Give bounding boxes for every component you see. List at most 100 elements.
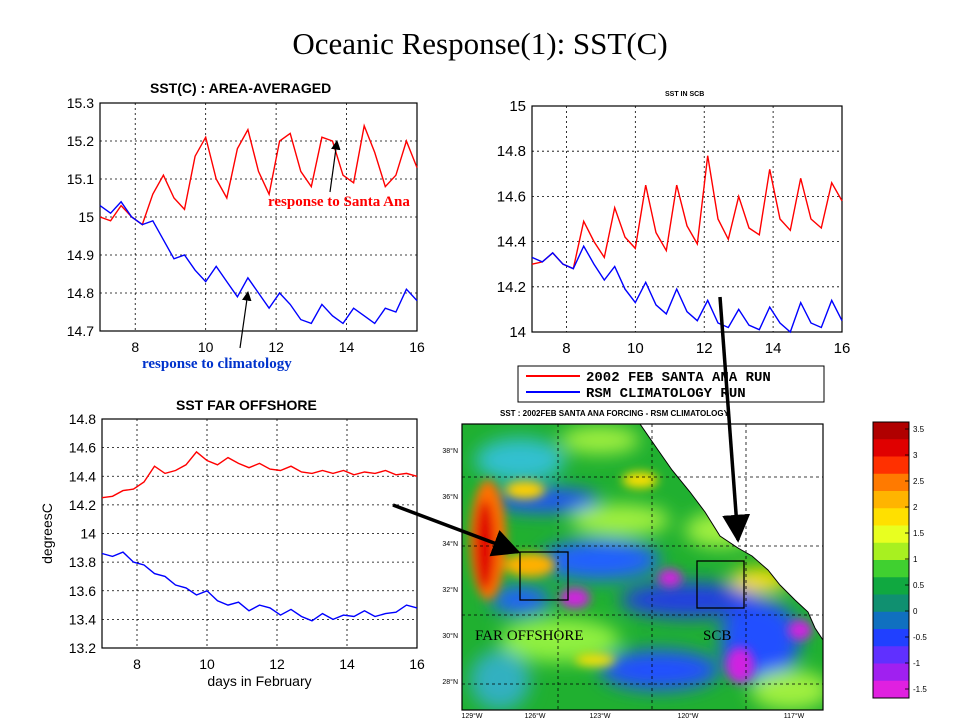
y-tick-label: 14.8 bbox=[67, 285, 94, 301]
x-tick-label: 8 bbox=[562, 340, 570, 357]
santa-ana-arrow bbox=[329, 140, 341, 193]
y-tick-label: 14.9 bbox=[67, 247, 94, 263]
x-tick-label: 10 bbox=[199, 656, 215, 672]
colorbar-label: 1 bbox=[913, 555, 918, 564]
sst-difference-map: SST : 2002FEB SANTA ANA FORCING - RSM CL… bbox=[442, 409, 824, 720]
x-tick-label: 12 bbox=[268, 339, 284, 355]
climatology-annotation: response to climatology bbox=[142, 356, 292, 372]
y-tick-label: 15 bbox=[78, 209, 94, 225]
legend-box bbox=[517, 365, 825, 403]
x-tick-label: 16 bbox=[834, 340, 851, 357]
colorbar-segment bbox=[873, 473, 909, 492]
map-lat-label: 30°N bbox=[442, 632, 458, 640]
y-axis-label: degreesC bbox=[39, 503, 55, 564]
colorbar-segment bbox=[873, 577, 909, 595]
x-tick-label: 12 bbox=[696, 340, 713, 357]
y-tick-label: 15.2 bbox=[67, 133, 94, 149]
climatology-arrow bbox=[239, 291, 252, 349]
y-tick-label: 13.6 bbox=[69, 583, 96, 599]
x-tick-label: 14 bbox=[765, 340, 782, 357]
x-tick-label: 8 bbox=[133, 656, 141, 672]
map-frame bbox=[461, 423, 824, 711]
y-tick-label: 13.8 bbox=[69, 554, 96, 570]
map-lon-label: 120°W bbox=[677, 712, 698, 720]
colorbar-segment bbox=[873, 439, 909, 457]
scb-box bbox=[696, 560, 745, 609]
map-lat-label: 32°N bbox=[442, 586, 458, 594]
colorbar-segment bbox=[873, 629, 909, 647]
chart-title: SST FAR OFFSHORE bbox=[176, 397, 317, 413]
far-offshore-chart: 8 10 12 14 16 13.2 13.4 13.6 13.8 14 14.2 14.4 14.6 1… bbox=[39, 397, 425, 689]
scb-chart: 8 10 12 14 16 14 14.2 14.4 14.6 14.8 15 SST IN SCB bbox=[497, 91, 851, 357]
chart-title: SST(C) : AREA-AVERAGED bbox=[150, 80, 331, 96]
map-title: SST : 2002FEB SANTA ANA FORCING - RSM CL… bbox=[500, 409, 730, 418]
y-tick-label: 13.2 bbox=[69, 640, 96, 656]
area-averaged-chart: 8 10 12 14 16 14.7 14.8 14.9 15 15.1 15.2 15.3 SST(C… bbox=[67, 80, 425, 355]
legend-label-santa-ana: 2002 FEB SANTA ANA RUN bbox=[586, 370, 771, 386]
colorbar-label: 3 bbox=[913, 451, 918, 460]
series-line-santa-ana bbox=[101, 450, 418, 499]
colorbar-label: 1.5 bbox=[913, 529, 925, 538]
legend: 2002 FEB SANTA ANA RUN RSM CLIMATOLOGY R… bbox=[517, 365, 825, 403]
y-tick-label: 14 bbox=[80, 526, 96, 542]
map-lat-label: 38°N bbox=[442, 447, 458, 455]
colorbar-label: 2 bbox=[913, 503, 918, 512]
colorbar-label: 3.5 bbox=[913, 425, 925, 434]
x-tick-label: 10 bbox=[627, 340, 644, 357]
colorbar-segment bbox=[873, 422, 909, 440]
map-lat-label: 28°N bbox=[442, 678, 458, 686]
y-tick-label: 14.4 bbox=[69, 468, 96, 484]
far-offshore-arrow bbox=[392, 503, 521, 557]
colorbar-segment bbox=[873, 560, 909, 578]
map-longitude-labels: 129°W 126°W 123°W 120°W 117°W bbox=[461, 712, 804, 720]
series-line-santa-ana bbox=[531, 155, 843, 270]
y-tick-label: 14 bbox=[509, 324, 526, 341]
far-offshore-label: FAR OFFSHORE bbox=[475, 628, 584, 644]
x-tick-label: 16 bbox=[409, 339, 425, 355]
x-tick-label: 12 bbox=[269, 656, 285, 672]
y-tick-label: 13.4 bbox=[69, 611, 96, 627]
colorbar-label: -1.5 bbox=[913, 685, 927, 694]
y-tick-label: 14.4 bbox=[497, 234, 526, 251]
y-tick-label: 14.8 bbox=[69, 411, 96, 427]
scb-arrow bbox=[718, 296, 751, 543]
far-offshore-box bbox=[519, 551, 569, 601]
y-tick-label: 14.2 bbox=[497, 279, 526, 296]
legend-label-climatology: RSM CLIMATOLOGY RUN bbox=[586, 386, 746, 402]
x-tick-label: 14 bbox=[339, 656, 355, 672]
colorbar-segment bbox=[873, 542, 909, 561]
series-line-santa-ana bbox=[99, 123, 418, 226]
colorbar-segment bbox=[873, 680, 909, 699]
series-line-climatology bbox=[101, 551, 418, 622]
x-tick-label: 14 bbox=[339, 339, 355, 355]
chart-title: SST IN SCB bbox=[665, 91, 704, 98]
y-tick-label: 14.6 bbox=[69, 440, 96, 456]
colorbar-label: -1 bbox=[913, 659, 921, 668]
santa-ana-annotation: response to Santa Ana bbox=[268, 194, 410, 210]
map-lat-label: 34°N bbox=[442, 540, 458, 548]
colorbar-segment bbox=[873, 646, 909, 664]
x-tick-label: 10 bbox=[198, 339, 214, 355]
colorbar-segment bbox=[873, 525, 909, 544]
map-lon-label: 117°W bbox=[784, 712, 805, 720]
y-tick-label: 14.7 bbox=[67, 323, 94, 339]
colorbar-frame bbox=[872, 421, 910, 699]
colorbar-segment bbox=[873, 594, 909, 613]
colorbar-segment bbox=[873, 508, 909, 526]
x-axis-label: days in February bbox=[207, 673, 311, 689]
scb-label: SCB bbox=[703, 628, 731, 644]
slide-title: Oceanic Response(1): SST(C) bbox=[292, 26, 668, 61]
series-line-climatology bbox=[531, 244, 843, 334]
colorbar-label: 0 bbox=[913, 607, 918, 616]
y-tick-label: 15 bbox=[509, 98, 526, 115]
x-tick-label: 8 bbox=[131, 339, 139, 355]
map-lat-label: 36°N bbox=[442, 493, 458, 501]
y-tick-label: 14.2 bbox=[69, 497, 96, 513]
map-lon-label: 126°W bbox=[524, 712, 545, 720]
y-tick-label: 14.6 bbox=[497, 188, 526, 205]
map-field bbox=[462, 424, 823, 710]
plot-frame bbox=[531, 105, 843, 333]
colorbar-segment bbox=[873, 456, 909, 475]
colorbar-label: 2.5 bbox=[913, 477, 925, 486]
